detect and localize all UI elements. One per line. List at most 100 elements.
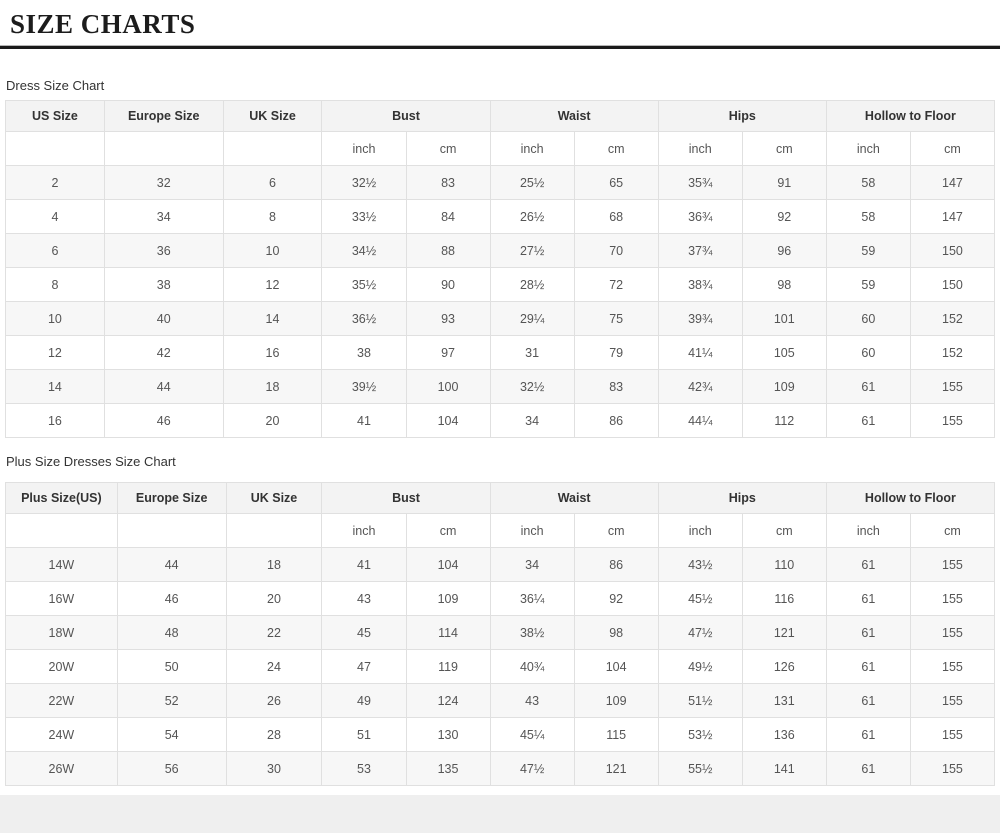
plus-size-chart-section: Plus Size Dresses Size Chart Plus Size(U… xyxy=(0,454,1000,787)
column-header: Hollow to Floor xyxy=(825,482,996,515)
data-cell: 20 xyxy=(225,581,323,617)
data-cell: 43 xyxy=(321,581,407,617)
data-cell: 130 xyxy=(405,717,491,753)
table-row: 2 32 6 32½ 83 25½ 65 35¾ 91 58 147 xyxy=(5,165,996,201)
data-cell: 27½ xyxy=(489,233,575,269)
data-cell: 26W xyxy=(5,751,118,787)
data-cell: 155 xyxy=(909,683,996,719)
data-cell: 2 xyxy=(5,165,105,201)
data-cell: 152 xyxy=(909,301,996,337)
column-header-row: US Size Europe Size UK Size Bust Waist Hips Ho… xyxy=(5,100,996,133)
unit-header: cm xyxy=(909,131,996,167)
data-cell: 98 xyxy=(573,615,659,651)
data-cell: 41 xyxy=(321,547,407,583)
unit-header: inch xyxy=(657,513,743,549)
data-cell: 8 xyxy=(5,267,105,303)
data-cell: 55½ xyxy=(657,751,743,787)
data-cell: 32 xyxy=(103,165,224,201)
data-cell: 54 xyxy=(116,717,227,753)
data-cell: 135 xyxy=(405,751,491,787)
header-divider xyxy=(0,45,1000,50)
data-cell: 155 xyxy=(909,615,996,651)
data-cell: 36½ xyxy=(321,301,407,337)
data-cell: 150 xyxy=(909,233,996,269)
data-cell: 39½ xyxy=(321,369,407,405)
data-cell: 38 xyxy=(103,267,224,303)
data-cell: 61 xyxy=(825,369,911,405)
data-cell: 61 xyxy=(825,649,911,685)
bottom-band xyxy=(0,795,1000,833)
table-row: 14W 44 18 41 104 34 86 43½ 110 61 155 xyxy=(5,547,996,583)
data-cell: 25½ xyxy=(489,165,575,201)
data-cell: 155 xyxy=(909,751,996,787)
data-cell: 26 xyxy=(225,683,323,719)
data-cell: 61 xyxy=(825,615,911,651)
empty-header-cell xyxy=(222,131,323,167)
data-cell: 20W xyxy=(5,649,118,685)
page-header: SIZE CHARTS xyxy=(0,0,1000,40)
data-cell: 34½ xyxy=(321,233,407,269)
table-row: 10 40 14 36½ 93 29¼ 75 39¾ 101 60 152 xyxy=(5,301,996,337)
unit-header: inch xyxy=(489,513,575,549)
data-cell: 141 xyxy=(741,751,827,787)
data-cell: 114 xyxy=(405,615,491,651)
data-cell: 116 xyxy=(741,581,827,617)
data-cell: 110 xyxy=(741,547,827,583)
empty-header-cell xyxy=(225,513,323,549)
data-cell: 121 xyxy=(741,615,827,651)
data-cell: 79 xyxy=(573,335,659,371)
dress-size-chart-caption: Dress Size Chart xyxy=(6,78,105,94)
data-cell: 40¾ xyxy=(489,649,575,685)
data-cell: 155 xyxy=(909,547,996,583)
table-row: 8 38 12 35½ 90 28½ 72 38¾ 98 59 150 xyxy=(5,267,996,303)
data-cell: 65 xyxy=(573,165,659,201)
data-cell: 18 xyxy=(225,547,323,583)
data-cell: 58 xyxy=(825,165,911,201)
data-cell: 37¾ xyxy=(657,233,743,269)
data-cell: 16 xyxy=(222,335,323,371)
data-cell: 6 xyxy=(5,233,105,269)
data-cell: 12 xyxy=(222,267,323,303)
data-cell: 61 xyxy=(825,403,911,439)
data-cell: 112 xyxy=(741,403,827,439)
data-cell: 36 xyxy=(103,233,224,269)
data-cell: 49 xyxy=(321,683,407,719)
data-cell: 41 xyxy=(321,403,407,439)
data-cell: 34 xyxy=(103,199,224,235)
unit-header: inch xyxy=(489,131,575,167)
data-cell: 48 xyxy=(116,615,227,651)
data-cell: 22W xyxy=(5,683,118,719)
table-row: 20W 50 24 47 119 40¾ 104 49½ 126 61 155 xyxy=(5,649,996,685)
plus-size-table: Plus Size(US) Europe Size UK Size Bust Waist… xyxy=(5,482,996,787)
data-cell: 53 xyxy=(321,751,407,787)
column-header: Europe Size xyxy=(103,100,224,133)
column-header: UK Size xyxy=(225,482,323,515)
data-cell: 45½ xyxy=(657,581,743,617)
data-cell: 45¼ xyxy=(489,717,575,753)
data-cell: 10 xyxy=(222,233,323,269)
data-cell: 38¾ xyxy=(657,267,743,303)
unit-header: inch xyxy=(825,513,911,549)
data-cell: 136 xyxy=(741,717,827,753)
column-header: Hips xyxy=(657,482,827,515)
data-cell: 51½ xyxy=(657,683,743,719)
data-cell: 147 xyxy=(909,199,996,235)
data-cell: 28 xyxy=(225,717,323,753)
data-cell: 109 xyxy=(573,683,659,719)
data-cell: 22 xyxy=(225,615,323,651)
data-cell: 83 xyxy=(405,165,491,201)
table-row: 24W 54 28 51 130 45¼ 115 53½ 136 61 155 xyxy=(5,717,996,753)
data-cell: 97 xyxy=(405,335,491,371)
unit-header: cm xyxy=(909,513,996,549)
data-cell: 92 xyxy=(573,581,659,617)
column-header: Plus Size(US) xyxy=(5,482,118,515)
data-cell: 124 xyxy=(405,683,491,719)
column-header: Bust xyxy=(321,482,491,515)
table-row: 26W 56 30 53 135 47½ 121 55½ 141 61 155 xyxy=(5,751,996,787)
unit-header: cm xyxy=(573,131,659,167)
data-cell: 131 xyxy=(741,683,827,719)
data-cell: 155 xyxy=(909,581,996,617)
data-cell: 59 xyxy=(825,233,911,269)
data-cell: 31 xyxy=(489,335,575,371)
data-cell: 14W xyxy=(5,547,118,583)
